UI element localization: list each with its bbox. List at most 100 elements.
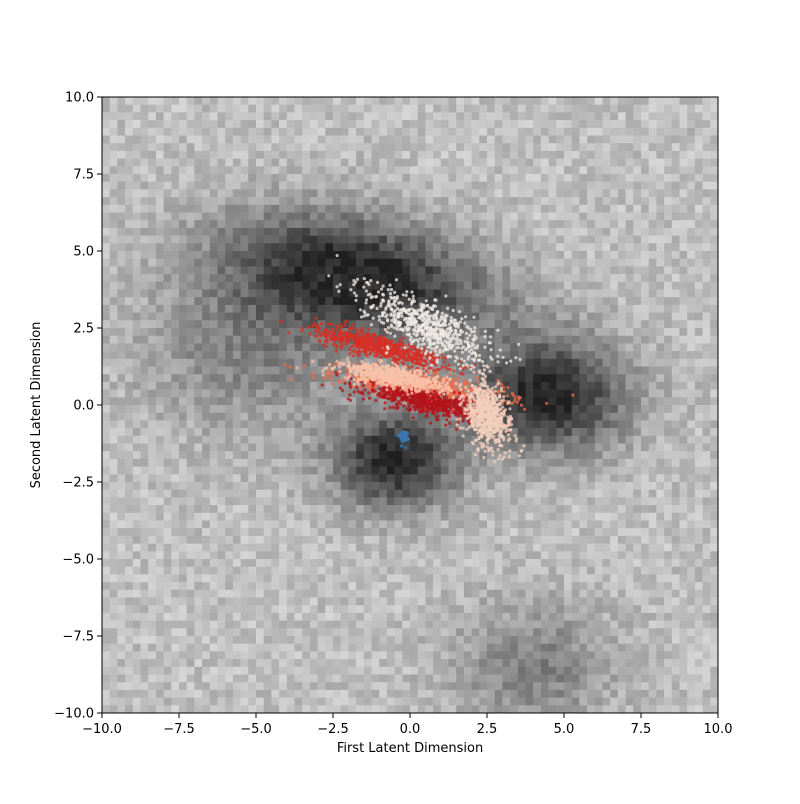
heatmap-cell xyxy=(271,489,280,498)
heatmap-cell xyxy=(171,428,180,437)
heatmap-cell xyxy=(325,628,334,637)
heatmap-cell xyxy=(186,189,195,198)
heatmap-cell xyxy=(564,143,572,152)
heatmap-cell xyxy=(163,112,172,121)
heatmap-cell xyxy=(140,251,149,259)
heatmap-cell xyxy=(148,458,157,467)
heatmap-cell xyxy=(194,358,203,367)
heatmap-cell xyxy=(371,328,380,336)
heatmap-cell xyxy=(194,597,203,606)
heatmap-cell xyxy=(140,220,149,229)
heatmap-cell xyxy=(186,482,195,490)
heatmap-cell xyxy=(294,150,303,159)
heatmap-cell xyxy=(179,443,187,452)
heatmap-cell xyxy=(371,505,380,514)
heatmap-cell xyxy=(317,189,326,198)
heatmap-cell xyxy=(510,189,519,198)
heatmap-cell xyxy=(209,651,218,660)
heatmap-cell xyxy=(348,281,357,290)
heatmap-cell xyxy=(186,605,195,614)
heatmap-cell xyxy=(371,482,380,490)
heatmap-cell xyxy=(194,181,203,190)
heatmap-cell xyxy=(525,451,534,460)
heatmap-cell xyxy=(556,474,565,483)
heatmap-cell xyxy=(386,158,395,167)
heatmap-cell xyxy=(117,566,126,575)
heatmap-cell xyxy=(510,251,519,259)
heatmap-cell xyxy=(540,381,549,390)
heatmap-cell xyxy=(417,120,426,129)
heatmap-cell xyxy=(548,559,557,567)
heatmap-cell xyxy=(487,605,495,614)
heatmap-cell xyxy=(256,559,264,567)
heatmap-cell xyxy=(548,320,557,329)
heatmap-cell xyxy=(340,158,349,167)
heatmap-cell xyxy=(256,335,264,344)
heatmap-cell xyxy=(448,174,457,182)
heatmap-cell xyxy=(132,520,141,529)
heatmap-cell xyxy=(571,358,580,367)
heatmap-cell xyxy=(202,220,211,229)
heatmap-cell xyxy=(317,351,326,360)
heatmap-cell xyxy=(102,435,110,444)
heatmap-cell xyxy=(386,651,395,660)
heatmap-cell xyxy=(155,451,164,460)
heatmap-cell xyxy=(356,420,365,429)
heatmap-cell xyxy=(448,220,457,229)
heatmap-cell xyxy=(309,520,318,529)
heatmap-cell xyxy=(155,659,164,668)
heatmap-cell xyxy=(502,651,511,660)
heatmap-cell xyxy=(479,505,488,514)
heatmap-cell xyxy=(240,266,249,275)
heatmap-cell xyxy=(263,566,272,575)
heatmap-cell xyxy=(487,458,495,467)
heatmap-cell xyxy=(271,374,280,383)
heatmap-cell xyxy=(479,304,488,313)
heatmap-cell xyxy=(540,174,549,182)
heatmap-cell xyxy=(125,112,134,121)
heatmap-cell xyxy=(394,636,403,644)
heatmap-cell xyxy=(556,636,565,644)
heatmap-cell xyxy=(317,420,326,429)
heatmap-cell xyxy=(371,651,380,660)
heatmap-cell xyxy=(494,582,503,591)
heatmap-cell xyxy=(548,697,557,706)
heatmap-cell xyxy=(286,512,295,521)
heatmap-cell xyxy=(263,528,272,537)
heatmap-cell xyxy=(325,535,334,544)
heatmap-cell xyxy=(348,97,357,105)
heatmap-cell xyxy=(232,104,241,113)
heatmap-cell xyxy=(379,458,388,467)
heatmap-cell xyxy=(309,335,318,344)
heatmap-cell xyxy=(140,605,149,614)
heatmap-cell xyxy=(487,651,495,660)
heatmap-cell xyxy=(533,620,542,629)
heatmap-cell xyxy=(425,543,434,552)
heatmap-cell xyxy=(232,428,241,437)
heatmap-cell xyxy=(333,528,341,537)
heatmap-cell xyxy=(155,328,164,336)
heatmap-cell xyxy=(471,620,480,629)
heatmap-cell xyxy=(479,258,488,267)
heatmap-cell xyxy=(240,289,249,298)
heatmap-cell xyxy=(179,351,187,360)
heatmap-cell xyxy=(302,482,311,490)
heatmap-cell xyxy=(217,505,226,514)
heatmap-cell xyxy=(240,528,249,537)
heatmap-cell xyxy=(502,612,511,621)
heatmap-cell xyxy=(471,104,480,113)
heatmap-cell xyxy=(148,466,157,475)
heatmap-cell xyxy=(279,197,288,206)
heatmap-cell xyxy=(371,612,380,621)
heatmap-cell xyxy=(202,605,211,614)
heatmap-cell xyxy=(510,320,519,329)
heatmap-cell xyxy=(232,235,241,244)
heatmap-cell xyxy=(386,620,395,629)
heatmap-cell xyxy=(248,551,257,560)
heatmap-cell xyxy=(132,320,141,329)
heatmap-cell xyxy=(248,443,257,452)
heatmap-cell xyxy=(294,251,303,259)
heatmap-cell xyxy=(248,412,257,421)
heatmap-cell xyxy=(379,505,388,514)
heatmap-cell xyxy=(194,697,203,706)
